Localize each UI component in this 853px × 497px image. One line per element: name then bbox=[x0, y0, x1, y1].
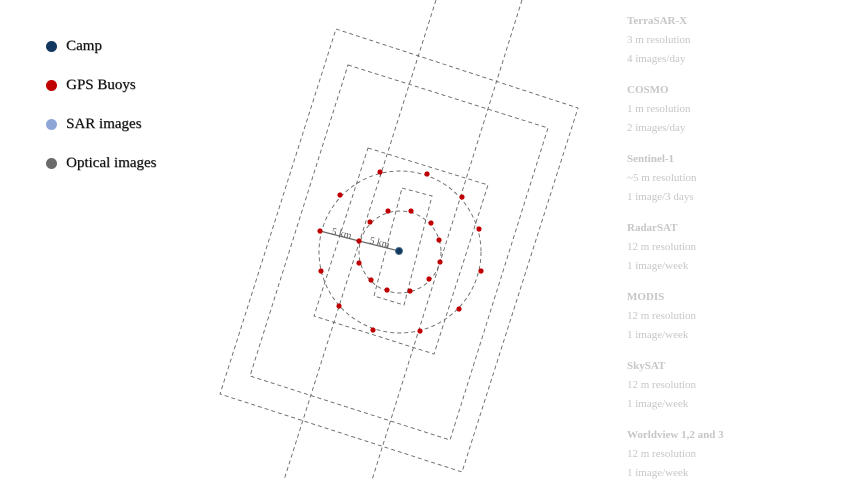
sensor-resolution: 1 m resolution bbox=[627, 102, 847, 121]
gps-buoy-marker bbox=[336, 303, 341, 308]
gps-buoy-marker bbox=[408, 208, 413, 213]
gps-buoy-marker bbox=[459, 194, 464, 199]
sensor-name: Sentinel-1 bbox=[627, 152, 847, 171]
sensor-resolution: 12 m resolution bbox=[627, 240, 847, 259]
sensor-modis: MODIS 12 m resolution 1 image/week bbox=[627, 290, 847, 347]
sensor-frequency: 2 images/day bbox=[627, 121, 847, 140]
gps-buoy-marker bbox=[370, 327, 375, 332]
gps-buoy-marker bbox=[437, 259, 442, 264]
gps-buoy-marker bbox=[476, 226, 481, 231]
sar-images-legend-dot bbox=[46, 119, 57, 130]
sensor-list: TerraSAR-X 3 m resolution 4 images/day C… bbox=[627, 14, 847, 497]
sensor-resolution: 12 m resolution bbox=[627, 378, 847, 397]
swath-line-right bbox=[372, 0, 522, 480]
gps-buoy-marker bbox=[384, 287, 389, 292]
gps-buoy-marker bbox=[385, 208, 390, 213]
satellite-footprints bbox=[220, 0, 578, 480]
legend-label: Camp bbox=[66, 38, 102, 55]
legend-label: SAR images bbox=[66, 116, 141, 133]
sensor-frequency: 4 images/day bbox=[627, 52, 847, 71]
gps-buoys-legend-dot bbox=[46, 80, 57, 91]
legend-item-gps-buoys: GPS Buoys bbox=[46, 75, 156, 95]
optical-images-legend-dot bbox=[46, 158, 57, 169]
sensor-name: RadarSAT bbox=[627, 221, 847, 240]
gps-buoy-marker bbox=[407, 288, 412, 293]
gps-buoy-marker bbox=[317, 228, 322, 233]
sensor-resolution: 3 m resolution bbox=[627, 33, 847, 52]
gps-buoy-marker bbox=[417, 328, 422, 333]
sensor-resolution: 12 m resolution bbox=[627, 447, 847, 466]
sensor-name: MODIS bbox=[627, 290, 847, 309]
sensor-terrasar-x: TerraSAR-X 3 m resolution 4 images/day bbox=[627, 14, 847, 71]
gps-buoy-marker bbox=[367, 219, 372, 224]
sensor-frequency: 1 image/week bbox=[627, 397, 847, 416]
sensor-skysat: SkySAT 12 m resolution 1 image/week bbox=[627, 359, 847, 416]
sensor-radarsat: RadarSAT 12 m resolution 1 image/week bbox=[627, 221, 847, 278]
inner-distance-label: 5 km bbox=[368, 235, 391, 251]
sensor-frequency: 1 image/3 days bbox=[627, 190, 847, 209]
legend: Camp GPS Buoys SAR images Optical images bbox=[46, 36, 156, 192]
outer-distance-label: 5 km bbox=[330, 226, 353, 242]
gps-buoy-marker bbox=[377, 169, 382, 174]
sensor-resolution: ~5 m resolution bbox=[627, 171, 847, 190]
sensor-frequency: 1 image/week bbox=[627, 328, 847, 347]
legend-item-optical-images: Optical images bbox=[46, 153, 156, 173]
camp-legend-dot bbox=[46, 41, 57, 52]
legend-label: Optical images bbox=[66, 155, 156, 172]
sensor-sentinel-1: Sentinel-1 ~5 m resolution 1 image/3 day… bbox=[627, 152, 847, 209]
sensor-cosmo: COSMO 1 m resolution 2 images/day bbox=[627, 83, 847, 140]
gps-buoy-marker bbox=[356, 238, 361, 243]
sensor-frequency: 1 image/week bbox=[627, 259, 847, 278]
gps-buoy-marker bbox=[456, 306, 461, 311]
legend-item-camp: Camp bbox=[46, 36, 156, 56]
camp-marker bbox=[396, 248, 403, 255]
gps-buoy-marker bbox=[436, 237, 441, 242]
sensor-worldview: Worldview 1,2 and 3 12 m resolution 1 im… bbox=[627, 428, 847, 485]
legend-label: GPS Buoys bbox=[66, 77, 136, 94]
sensor-name: COSMO bbox=[627, 83, 847, 102]
sensor-name: SkySAT bbox=[627, 359, 847, 378]
legend-item-sar-images: SAR images bbox=[46, 114, 156, 134]
sensor-frequency: 1 image/week bbox=[627, 466, 847, 485]
gps-buoy-marker bbox=[337, 192, 342, 197]
gps-buoy-marker bbox=[478, 268, 483, 273]
gps-buoy-marker bbox=[368, 277, 373, 282]
gps-buoy-marker bbox=[424, 171, 429, 176]
sensor-resolution: 12 m resolution bbox=[627, 309, 847, 328]
gps-buoy-marker bbox=[428, 220, 433, 225]
sensor-name: TerraSAR-X bbox=[627, 14, 847, 33]
sensor-name: Worldview 1,2 and 3 bbox=[627, 428, 847, 447]
gps-buoy-marker bbox=[318, 268, 323, 273]
gps-buoy-marker bbox=[356, 260, 361, 265]
gps-buoy-marker bbox=[426, 276, 431, 281]
